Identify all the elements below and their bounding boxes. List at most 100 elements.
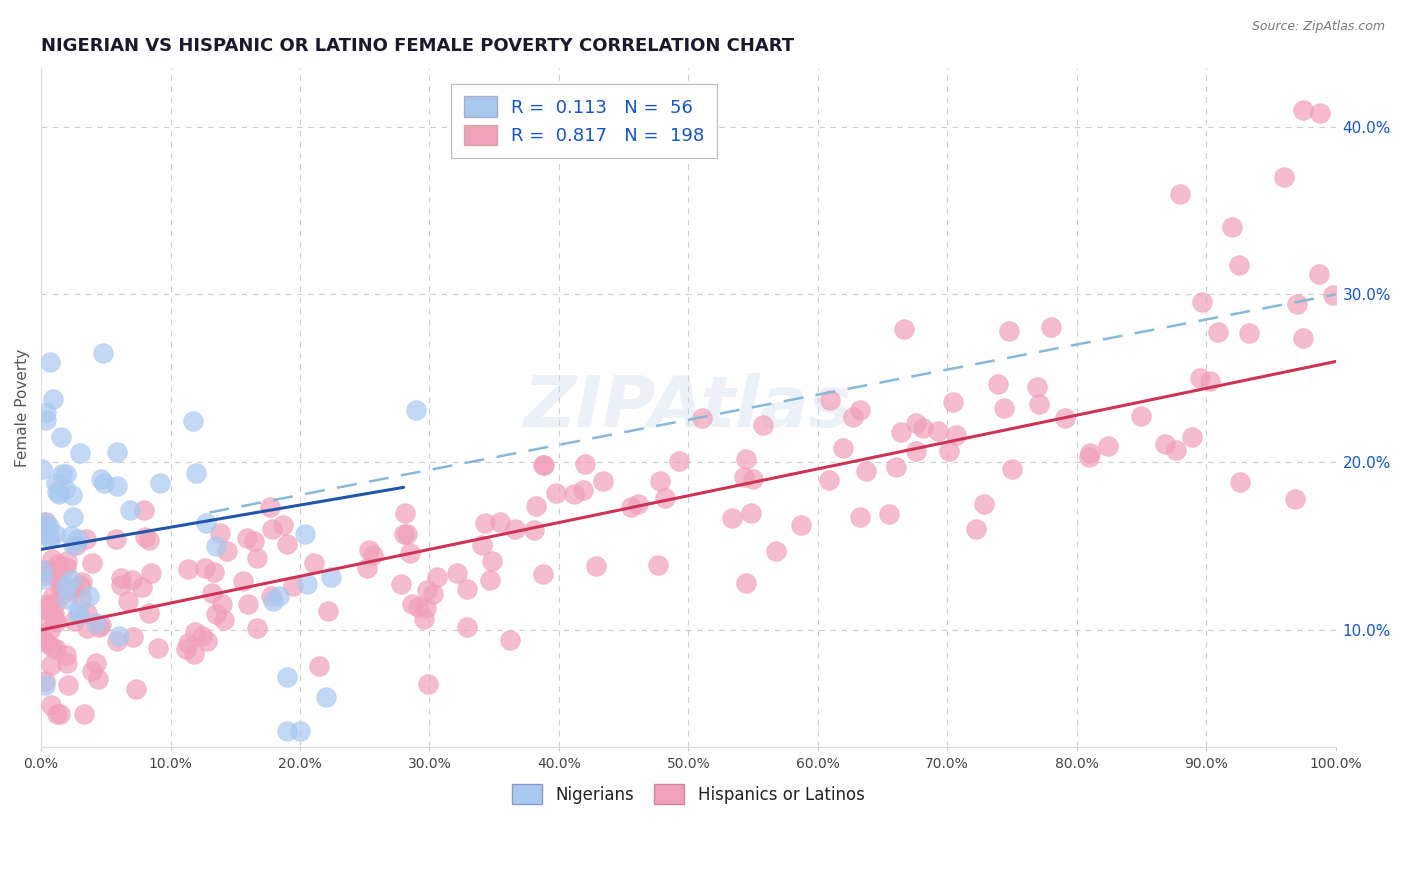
Point — [481, 554, 503, 568]
Point — [32, 515, 55, 529]
Point — [849, 510, 872, 524]
Point — [1227, 258, 1250, 272]
Text: ZIPAtlas: ZIPAtlas — [524, 373, 852, 442]
Point — [426, 570, 449, 584]
Point — [1292, 103, 1315, 117]
Point — [39, 531, 62, 545]
Point — [1322, 288, 1344, 302]
Point — [302, 556, 325, 570]
Point — [499, 632, 522, 647]
Text: NIGERIAN VS HISPANIC OR LATINO FEMALE POVERTY CORRELATION CHART: NIGERIAN VS HISPANIC OR LATINO FEMALE PO… — [41, 37, 794, 55]
Point — [647, 558, 669, 572]
Legend: Nigerians, Hispanics or Latinos: Nigerians, Hispanics or Latinos — [502, 774, 875, 814]
Point — [110, 578, 132, 592]
Point — [34, 568, 56, 582]
Point — [45, 484, 67, 499]
Point — [1154, 437, 1177, 451]
Point — [260, 589, 283, 603]
Point — [276, 670, 298, 684]
Point — [42, 392, 65, 407]
Text: Source: ZipAtlas.com: Source: ZipAtlas.com — [1251, 20, 1385, 33]
Point — [62, 538, 84, 552]
Point — [31, 462, 53, 476]
Point — [84, 615, 107, 630]
Point — [942, 395, 965, 409]
Point — [315, 690, 337, 704]
Point — [53, 483, 76, 497]
Point — [422, 587, 444, 601]
Point — [32, 632, 55, 646]
Point — [524, 499, 547, 513]
Point — [105, 478, 128, 492]
Point — [406, 599, 429, 614]
Point — [39, 657, 62, 672]
Point — [191, 629, 214, 643]
Point — [122, 631, 145, 645]
Point — [394, 506, 416, 520]
Point — [204, 565, 226, 579]
Point — [877, 507, 900, 521]
Point — [49, 430, 72, 444]
Point — [93, 476, 115, 491]
Point — [69, 590, 91, 604]
Point — [243, 533, 266, 548]
Point — [34, 564, 56, 578]
Point — [246, 551, 269, 566]
Point — [62, 582, 84, 597]
Point — [184, 624, 207, 639]
Point — [585, 558, 607, 573]
Point — [34, 597, 56, 611]
Point — [104, 533, 127, 547]
Point — [77, 589, 100, 603]
Point — [208, 526, 231, 541]
Point — [45, 475, 67, 490]
Point — [1164, 442, 1187, 457]
Point — [965, 522, 987, 536]
Point — [56, 591, 79, 606]
Point — [1229, 475, 1251, 489]
Point — [752, 417, 775, 432]
Point — [415, 583, 437, 598]
Point — [893, 322, 915, 336]
Point — [721, 511, 744, 525]
Point — [790, 518, 813, 533]
Point — [1272, 169, 1295, 184]
Point — [399, 546, 422, 560]
Point — [121, 573, 143, 587]
Point — [212, 613, 235, 627]
Point — [855, 464, 877, 478]
Point — [412, 612, 434, 626]
Point — [118, 503, 141, 517]
Point — [316, 603, 339, 617]
Point — [905, 444, 928, 458]
Point — [181, 414, 204, 428]
Point — [45, 642, 67, 657]
Point — [183, 647, 205, 661]
Point — [392, 526, 415, 541]
Point — [34, 516, 56, 530]
Point — [820, 393, 842, 408]
Point — [42, 611, 65, 625]
Point — [533, 458, 555, 472]
Point — [90, 617, 112, 632]
Point — [32, 631, 55, 645]
Point — [654, 491, 676, 505]
Point — [41, 589, 63, 603]
Point — [1040, 319, 1063, 334]
Point — [63, 614, 86, 628]
Point — [1308, 267, 1330, 281]
Point — [39, 698, 62, 712]
Point — [489, 515, 512, 529]
Point — [1168, 186, 1191, 201]
Point — [389, 577, 412, 591]
Point — [1129, 409, 1152, 423]
Point — [1097, 439, 1119, 453]
Point — [39, 354, 62, 368]
Point — [44, 563, 66, 577]
Point — [31, 572, 53, 586]
Point — [533, 458, 555, 472]
Point — [211, 597, 233, 611]
Point — [308, 658, 330, 673]
Point — [195, 634, 218, 648]
Point — [56, 554, 79, 568]
